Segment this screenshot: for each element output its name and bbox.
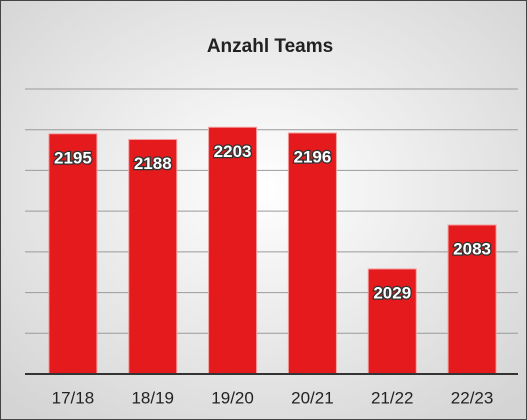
x-tick-label: 19/20 [211, 388, 254, 407]
bar [128, 138, 178, 375]
data-label: 2188 [134, 154, 172, 173]
data-label: 2195 [54, 148, 92, 167]
x-tick-label: 17/18 [52, 388, 95, 407]
bar [48, 133, 98, 375]
bar [447, 224, 497, 375]
x-tick-label: 18/19 [131, 388, 174, 407]
data-label: 2196 [294, 147, 332, 166]
x-tick-label: 20/21 [291, 388, 334, 407]
bar [367, 268, 417, 375]
x-tick-label: 22/23 [451, 388, 494, 407]
x-tick-label: 21/22 [371, 388, 414, 407]
bar [208, 126, 258, 375]
data-label: 2029 [373, 283, 411, 302]
data-label: 2083 [453, 239, 491, 258]
chart-title: Anzahl Teams [207, 36, 333, 57]
data-label: 2203 [214, 142, 252, 161]
bar [287, 132, 337, 375]
